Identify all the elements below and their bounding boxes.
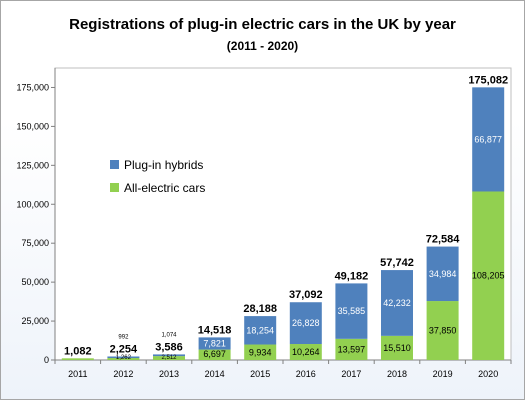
hybrid-value-label: 7,821 xyxy=(203,338,226,348)
electric-value-label: 2,512 xyxy=(161,355,177,361)
electric-value-label: 10,264 xyxy=(292,347,320,357)
electric-value-label: 9,934 xyxy=(249,347,272,357)
bar-all-electric xyxy=(244,344,277,360)
x-tick-label: 2017 xyxy=(341,369,361,379)
bar-all-electric xyxy=(198,349,231,360)
legend-label: All-electric cars xyxy=(124,181,205,195)
bar-plug-in-hybrid xyxy=(472,87,505,192)
total-label: 1,082 xyxy=(64,345,92,357)
hybrid-value-label: 18,254 xyxy=(246,325,274,335)
total-label: 49,182 xyxy=(335,270,369,282)
electric-value-label: 15,510 xyxy=(383,343,411,353)
legend-label: Plug-in hybrids xyxy=(124,158,203,172)
bar-all-electric xyxy=(107,358,140,360)
hybrid-value-label: 35,585 xyxy=(338,306,366,316)
total-label: 72,584 xyxy=(426,234,461,246)
hybrid-value-label: 1,074 xyxy=(161,332,177,338)
x-tick-label: 2016 xyxy=(296,369,316,379)
total-label: 3,586 xyxy=(155,341,183,353)
hybrid-value-label: 42,232 xyxy=(383,298,411,308)
chart-subtitle: (2011 - 2020) xyxy=(226,39,299,53)
electric-value-label: 108,205 xyxy=(472,271,505,281)
total-label: 175,082 xyxy=(468,74,508,86)
bar-all-electric xyxy=(289,344,322,360)
bar-all-electric xyxy=(426,301,459,360)
x-tick-label: 2019 xyxy=(433,369,453,379)
hybrid-value-label: 992 xyxy=(118,334,129,340)
electric-value-label: 1,262 xyxy=(116,355,132,361)
electric-value-label: 37,850 xyxy=(429,326,457,336)
bar-plug-in-hybrid xyxy=(244,316,277,345)
x-tick-label: 2014 xyxy=(205,369,225,379)
electric-value-label: 6,697 xyxy=(203,349,226,359)
hybrid-value-label: 34,984 xyxy=(429,269,457,279)
bar-plug-in-hybrid xyxy=(107,356,140,359)
legend-swatch xyxy=(110,160,119,169)
x-tick-label: 2018 xyxy=(387,369,407,379)
y-tick-label: 0 xyxy=(44,355,49,365)
electric-value-label: 13,597 xyxy=(338,344,366,354)
bar-all-electric xyxy=(472,191,505,360)
x-tick-label: 2011 xyxy=(68,369,87,379)
total-label: 57,742 xyxy=(380,257,414,269)
legend-swatch xyxy=(110,183,119,192)
x-tick-label: 2020 xyxy=(478,369,498,379)
bar-all-electric xyxy=(153,356,185,360)
x-tick-label: 2013 xyxy=(159,369,179,379)
y-tick-label: 125,000 xyxy=(16,160,49,170)
x-tick-label: 2015 xyxy=(250,369,270,379)
bar-all-electric xyxy=(61,358,94,360)
bar-plug-in-hybrid xyxy=(426,246,459,302)
total-label: 28,188 xyxy=(243,303,277,315)
y-tick-label: 75,000 xyxy=(21,238,49,248)
chart-title: Registrations of plug-in electric cars i… xyxy=(69,16,456,33)
y-tick-label: 50,000 xyxy=(21,277,49,287)
bar-plug-in-hybrid xyxy=(289,302,322,345)
total-label: 14,518 xyxy=(198,324,232,336)
bar-plug-in-hybrid xyxy=(153,354,185,357)
hybrid-value-label: 66,877 xyxy=(474,134,502,144)
bar-plug-in-hybrid xyxy=(198,337,231,350)
total-label: 2,254 xyxy=(110,343,138,355)
bar-all-electric xyxy=(335,338,368,360)
y-tick-label: 25,000 xyxy=(21,316,49,326)
bar-plug-in-hybrid xyxy=(335,283,368,339)
hybrid-value-label: 26,828 xyxy=(292,318,320,328)
bar-plug-in-hybrid xyxy=(381,270,413,336)
x-tick-label: 2012 xyxy=(113,369,133,379)
y-tick-label: 100,000 xyxy=(16,199,49,209)
bar-all-electric xyxy=(381,335,413,360)
total-label: 37,092 xyxy=(289,289,323,301)
y-tick-label: 150,000 xyxy=(16,121,49,131)
y-tick-label: 175,000 xyxy=(16,82,49,92)
